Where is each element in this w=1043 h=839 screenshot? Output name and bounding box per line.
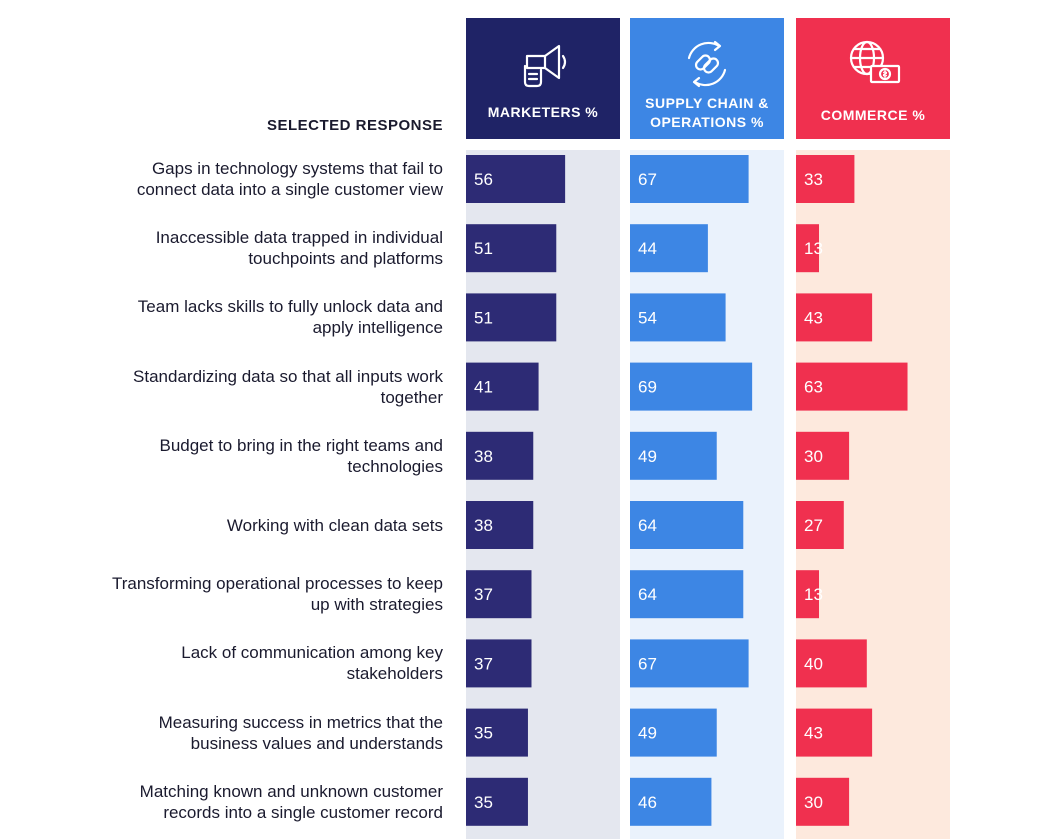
marketers-bar xyxy=(466,293,557,342)
marketers-bar xyxy=(466,224,557,273)
marketers-value-label: 38 xyxy=(474,516,493,535)
supply_chain-bar xyxy=(630,431,717,480)
commerce-value-label: 40 xyxy=(804,654,823,673)
commerce-bar xyxy=(796,224,820,273)
commerce-bar xyxy=(796,155,855,203)
commerce-value-label: 30 xyxy=(804,793,823,812)
commerce-bar xyxy=(796,708,873,757)
marketers-value-label: 37 xyxy=(474,585,493,604)
marketers-value-label: 56 xyxy=(474,170,493,189)
supply_chain-bar xyxy=(630,293,726,342)
commerce-value-label: 43 xyxy=(804,308,823,327)
globe-money-icon xyxy=(849,40,901,84)
selected-response-header: SELECTED RESPONSE xyxy=(266,117,443,134)
marketers-bar xyxy=(466,362,539,411)
marketers-value-label: 35 xyxy=(474,724,493,743)
response-label: Working with clean data sets xyxy=(226,515,443,535)
marketers-bar xyxy=(466,570,532,619)
response-label: Inaccessible data trapped in individual … xyxy=(155,228,443,269)
marketers-column-header: MARKETERS % xyxy=(466,18,620,139)
response-label: Transforming operational processes to ke… xyxy=(111,574,443,615)
commerce-value-label: 13 xyxy=(804,239,823,258)
commerce-bar xyxy=(796,431,850,480)
response-label: Matching known and unknown customer reco… xyxy=(139,781,443,822)
supply_chain-value-label: 49 xyxy=(638,724,657,743)
commerce-bar xyxy=(796,777,850,826)
linked-chain-cycle-icon xyxy=(687,40,727,88)
response-label: Lack of communication among key stakehol… xyxy=(181,643,443,684)
supply_chain-bar xyxy=(630,708,717,757)
commerce-bar xyxy=(796,570,820,619)
response-label: Standardizing data so that all inputs wo… xyxy=(133,366,443,407)
supply_chain-bar xyxy=(630,224,708,273)
supply_chain-value-label: 54 xyxy=(638,308,657,327)
supply-chain-column-header: SUPPLY CHAIN & OPERATIONS % xyxy=(630,18,784,139)
marketers-bar xyxy=(466,155,566,203)
marketers-column-title: MARKETERS % xyxy=(487,104,599,120)
marketers-value-label: 35 xyxy=(474,793,493,812)
commerce-value-label: 63 xyxy=(804,378,823,397)
response-label: Budget to bring in the right teams and t… xyxy=(159,435,443,476)
marketers-value-label: 51 xyxy=(474,308,493,327)
commerce-column-header: COMMERCE % xyxy=(796,18,950,139)
commerce-bar xyxy=(796,293,873,342)
marketers-value-label: 41 xyxy=(474,378,493,397)
supply_chain-bar xyxy=(630,777,712,826)
commerce-bar xyxy=(796,362,908,411)
commerce-bar xyxy=(796,639,867,688)
supply-chain-column-title: SUPPLY CHAIN & OPERATIONS % xyxy=(645,95,769,130)
marketers-bar xyxy=(466,708,528,757)
marketers-bar xyxy=(466,639,532,688)
commerce-value-label: 30 xyxy=(804,447,823,466)
supply_chain-bar xyxy=(630,570,744,619)
response-label: Measuring success in metrics that the bu… xyxy=(158,712,443,753)
supply_chain-value-label: 46 xyxy=(638,793,657,812)
supply_chain-value-label: 64 xyxy=(638,516,657,535)
supply_chain-bar xyxy=(630,639,749,688)
commerce-value-label: 27 xyxy=(804,516,823,535)
supply_chain-value-label: 69 xyxy=(638,378,657,397)
marketers-bar xyxy=(466,431,534,480)
commerce-column-title: COMMERCE % xyxy=(820,107,926,123)
supply_chain-value-label: 67 xyxy=(638,654,657,673)
supply_chain-value-label: 64 xyxy=(638,585,657,604)
commerce-bar xyxy=(796,501,844,549)
marketers-bar xyxy=(466,501,534,549)
marketers-value-label: 38 xyxy=(474,447,493,466)
supply_chain-bar xyxy=(630,155,749,203)
commerce-value-label: 33 xyxy=(804,170,823,189)
response-label: Team lacks skills to fully unlock data a… xyxy=(137,297,443,338)
marketers-value-label: 51 xyxy=(474,239,493,258)
commerce-value-label: 13 xyxy=(804,585,823,604)
commerce-value-label: 43 xyxy=(804,724,823,743)
supply_chain-value-label: 49 xyxy=(638,447,657,466)
supply_chain-value-label: 44 xyxy=(638,239,657,258)
marketers-bar xyxy=(466,777,528,826)
marketers-value-label: 37 xyxy=(474,654,493,673)
supply_chain-value-label: 67 xyxy=(638,170,657,189)
supply_chain-bar xyxy=(630,501,744,549)
supply_chain-bar xyxy=(630,362,753,411)
response-label: Gaps in technology systems that fail to … xyxy=(136,159,443,199)
megaphone-icon xyxy=(523,44,567,88)
